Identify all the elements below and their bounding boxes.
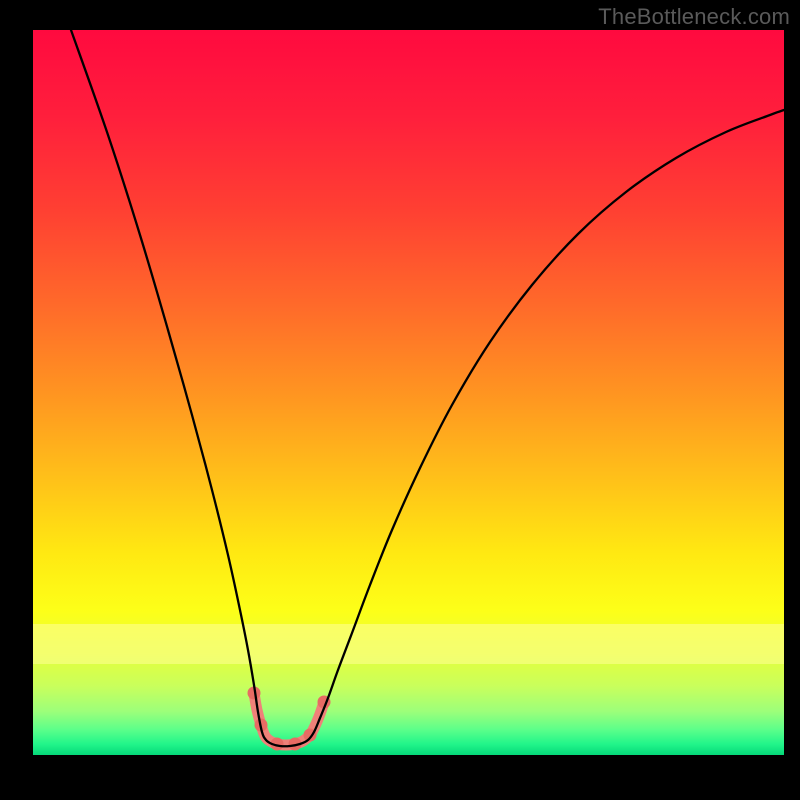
figure-frame: TheBottleneck.com bbox=[0, 0, 800, 800]
watermark-text: TheBottleneck.com bbox=[598, 4, 790, 30]
bottleneck-chart bbox=[0, 0, 800, 800]
pale-highlight-band bbox=[33, 624, 784, 664]
